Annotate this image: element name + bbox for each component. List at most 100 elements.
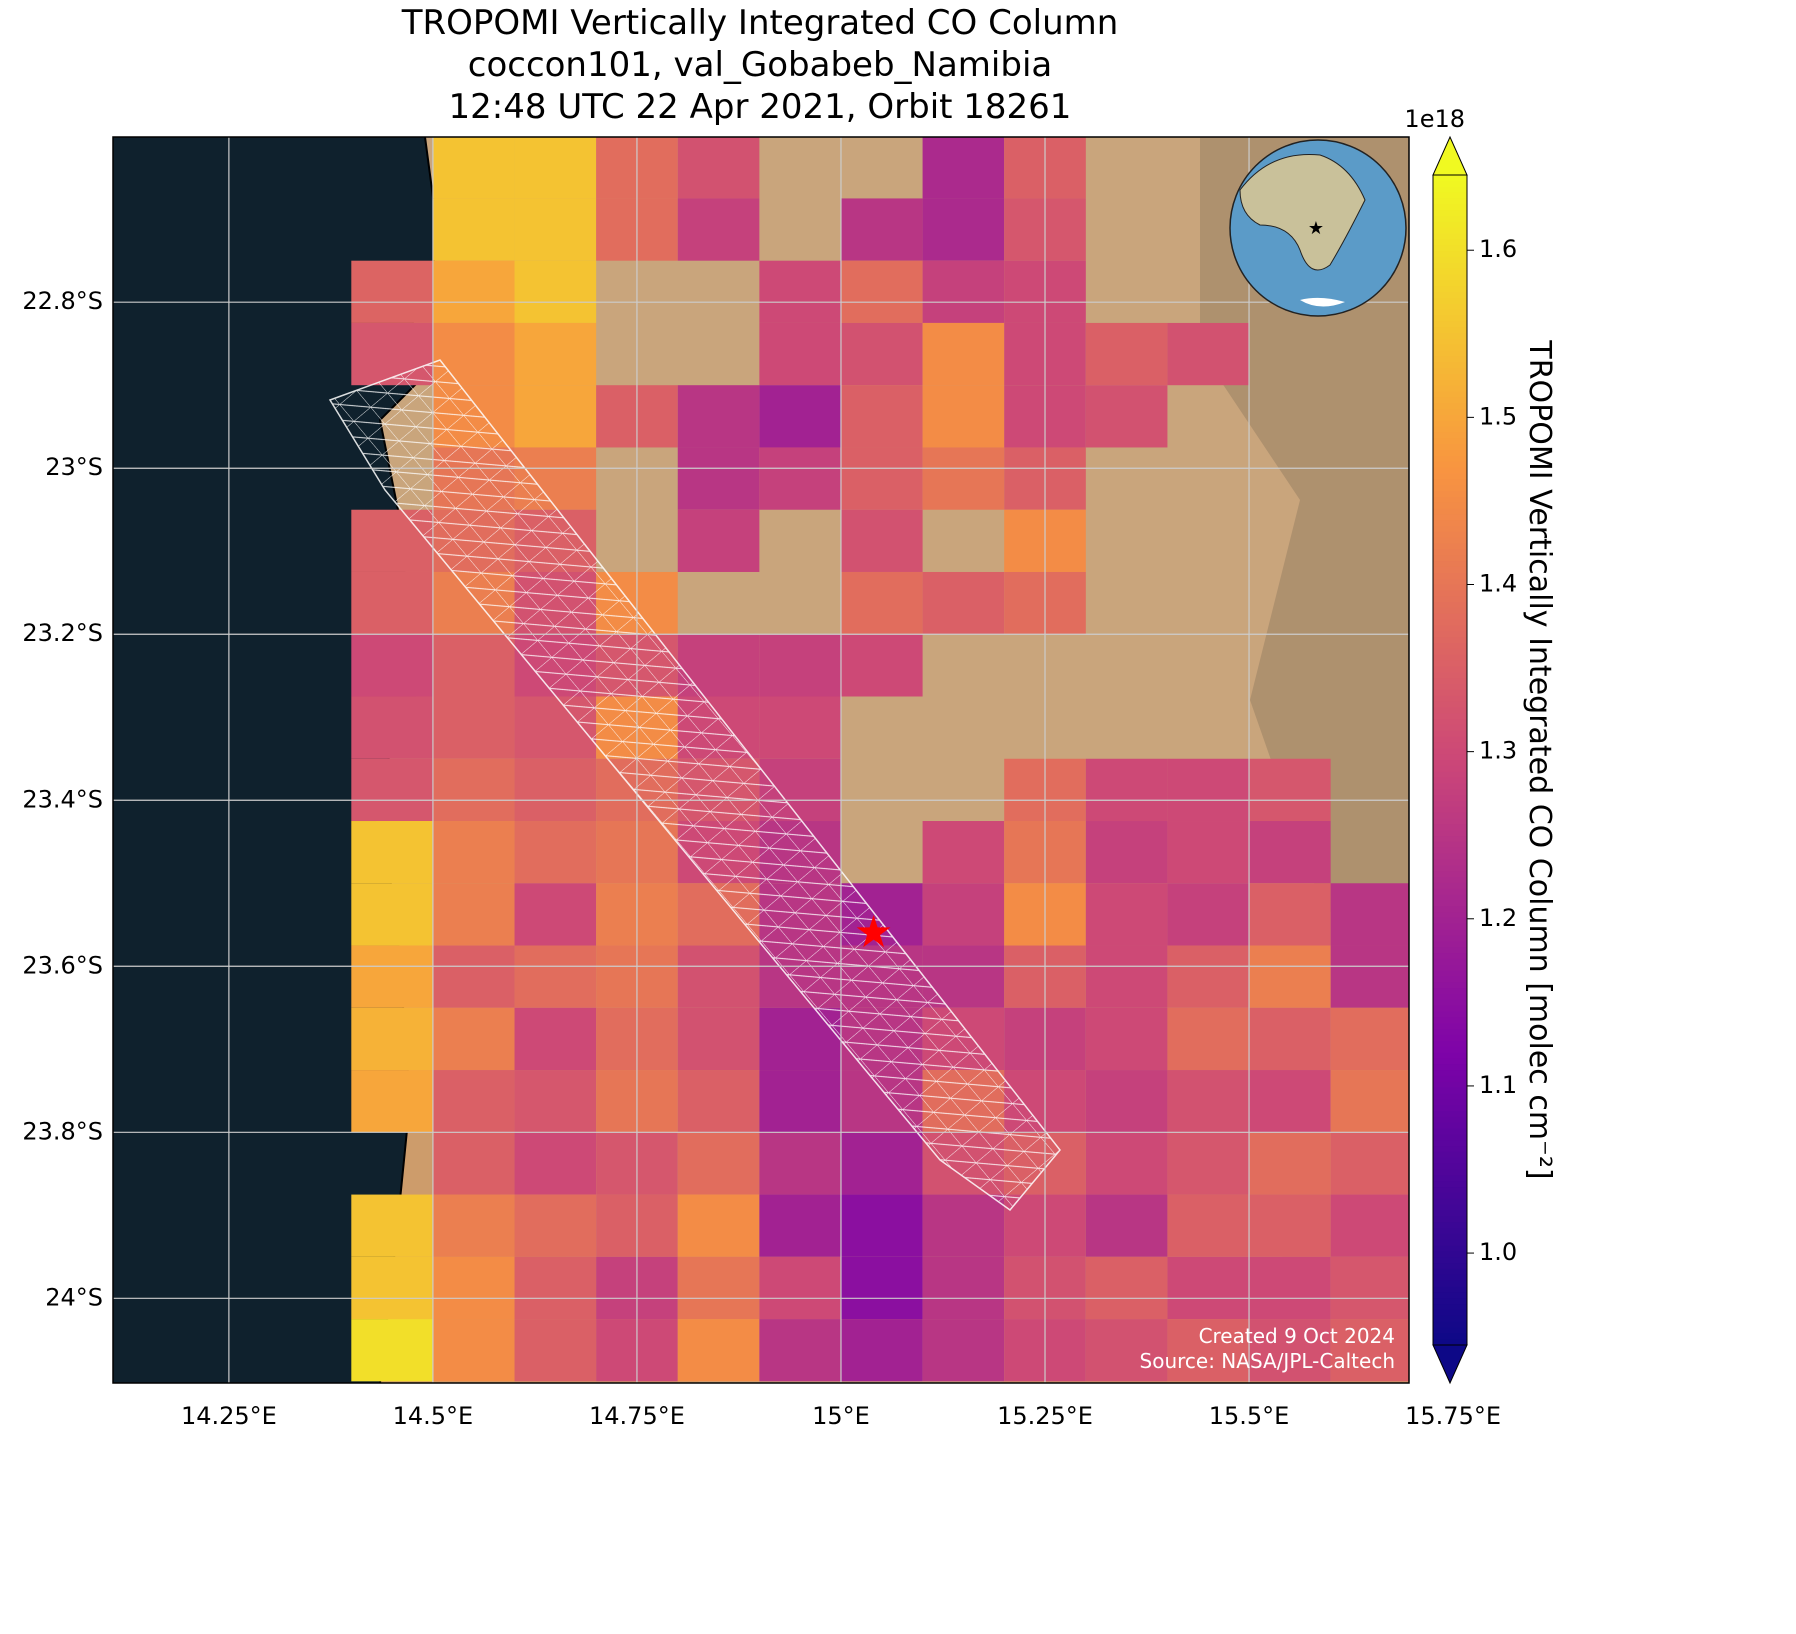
co-cell (1085, 945, 1168, 1008)
colorbar-step (1433, 619, 1467, 627)
x-tick-label: 14.5°E (393, 1402, 474, 1430)
co-cell (840, 1256, 923, 1320)
colorbar-tick-label: 1.2 (1479, 904, 1517, 932)
y-tick-label: 22.8°S (22, 287, 103, 315)
colorbar-step (1433, 373, 1467, 381)
colorbar-step (1433, 391, 1467, 398)
colorbar-step (1433, 455, 1467, 463)
colorbar-step (1433, 847, 1467, 855)
co-cell (1167, 945, 1250, 1008)
colorbar-step (1433, 332, 1467, 340)
colorbar-step (1433, 1064, 1467, 1071)
co-cell (1085, 1070, 1168, 1133)
colorbar-step (1433, 1140, 1467, 1147)
colorbar-step (1433, 1111, 1467, 1118)
colorbar-step (1433, 572, 1467, 580)
co-cell (759, 696, 841, 759)
co-cell (432, 634, 515, 697)
co-cell (432, 1319, 515, 1382)
co-cell (351, 696, 433, 759)
title: 12:48 UTC 22 Apr 2021, Orbit 18261 (449, 87, 1072, 127)
co-cell (922, 571, 1005, 635)
colorbar-step (1433, 175, 1467, 182)
colorbar-step (1433, 467, 1467, 474)
co-cell (1167, 1319, 1250, 1382)
colorbar-step (1433, 748, 1467, 755)
co-cell (1249, 1070, 1331, 1133)
colorbar-step (1433, 286, 1467, 293)
x-tick-label: 15.5°E (1209, 1402, 1290, 1430)
x-tick-label: 15°E (812, 1402, 870, 1430)
colorbar-step (1433, 999, 1467, 1007)
colorbar-step (1433, 637, 1467, 644)
co-cell (432, 1007, 515, 1071)
colorbar-tick-label: 1.4 (1479, 570, 1517, 598)
credit: Source: NASA/JPL-Caltech (1140, 1349, 1395, 1373)
co-cell (351, 1319, 433, 1382)
co-cell (351, 1007, 433, 1071)
colorbar-step (1433, 1286, 1467, 1293)
co-cell (432, 198, 515, 261)
colorbar-frame (1432, 174, 1468, 1346)
colorbar-step (1433, 397, 1467, 404)
co-cell (1167, 821, 1250, 884)
co-cell (432, 1256, 515, 1320)
colorbar-tick-label: 1.1 (1479, 1071, 1517, 1099)
colorbar-step (1433, 988, 1467, 995)
colorbar-step (1433, 1099, 1467, 1106)
colorbar-tick-label: 1.6 (1479, 235, 1517, 263)
colorbar-step (1433, 233, 1467, 240)
colorbar-step (1433, 806, 1467, 814)
co-cell (1330, 1132, 1409, 1195)
co-cell (840, 198, 923, 261)
colorbar-step (1433, 789, 1467, 796)
co-cell (514, 1319, 597, 1382)
colorbar-step (1433, 426, 1467, 433)
colorbar-step (1433, 730, 1467, 738)
colorbar-step (1433, 818, 1467, 825)
colorbar-step (1433, 1339, 1467, 1346)
colorbar-step (1433, 976, 1467, 983)
map-frame (112, 136, 1410, 1384)
colorbar-step (1433, 841, 1467, 849)
co-cell (840, 509, 923, 572)
co-cell (1167, 1194, 1250, 1257)
colorbar-step (1433, 917, 1467, 925)
co-cell (759, 322, 841, 386)
co-cell (1085, 1256, 1168, 1320)
colorbar-step (1433, 1034, 1467, 1042)
title: coccon101, val_Gobabeb_Namibia (468, 45, 1053, 85)
colorbar-step (1433, 713, 1467, 720)
colorbar-step (1433, 1192, 1467, 1200)
colorbar-step (1433, 777, 1467, 784)
colorbar-step (1433, 701, 1467, 708)
colorbar-step (1433, 251, 1467, 258)
colorbar-step (1433, 485, 1467, 492)
colorbar-step (1433, 923, 1467, 931)
colorbar-step (1433, 760, 1467, 767)
co-cell (1167, 1256, 1250, 1320)
colorbar-step (1433, 309, 1467, 316)
colorbar-step (1433, 198, 1467, 205)
co-cell (351, 634, 433, 697)
colorbar-step (1433, 689, 1467, 697)
colorbar-step (1433, 1298, 1467, 1305)
colorbar-step (1433, 409, 1467, 416)
colorbar-step (1433, 385, 1467, 393)
colorbar-step (1433, 192, 1467, 199)
colorbar-step (1433, 221, 1467, 229)
colorbar-step (1433, 1268, 1467, 1276)
colorbar-step (1433, 262, 1467, 270)
co-cell (1330, 1007, 1409, 1071)
co-cell (677, 385, 760, 448)
co-cell (514, 322, 597, 386)
colorbar-step (1433, 344, 1467, 352)
colorbar-step (1433, 982, 1467, 989)
colorbar-step (1433, 859, 1467, 866)
colorbar-step (1433, 420, 1467, 428)
co-cell (922, 198, 1005, 261)
colorbar-step (1433, 1304, 1467, 1311)
title: TROPOMI Vertically Integrated CO Column (401, 3, 1119, 43)
co-cell (922, 447, 1005, 510)
co-cell (514, 883, 597, 946)
